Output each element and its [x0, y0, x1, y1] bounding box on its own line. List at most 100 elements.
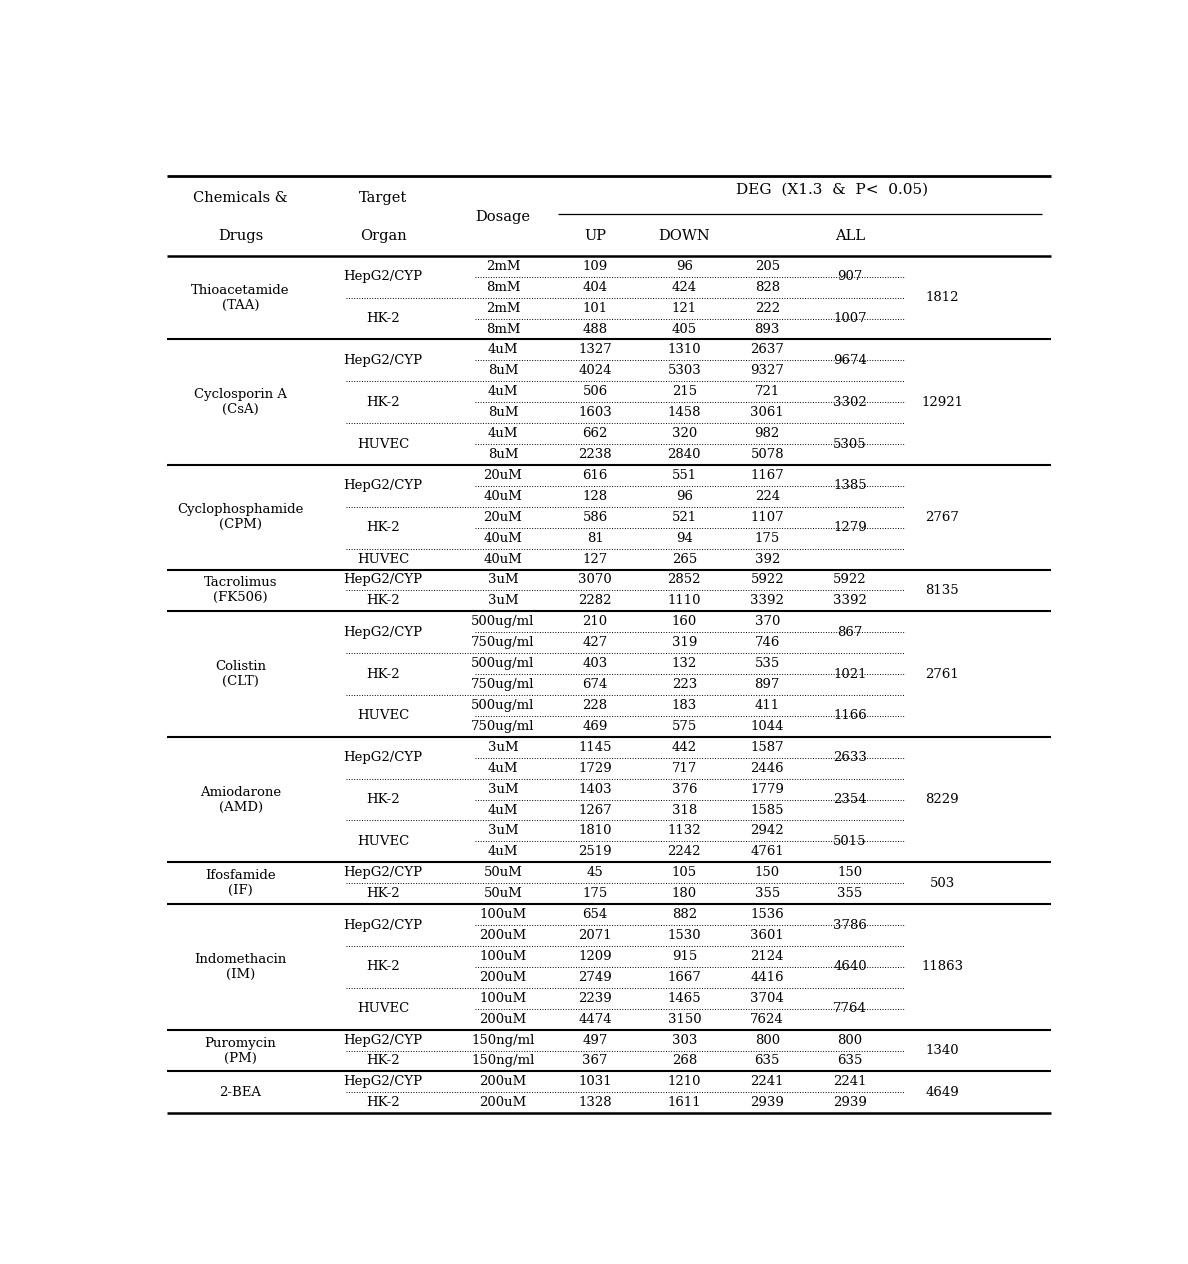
Text: HepG2/CYP: HepG2/CYP — [343, 751, 423, 765]
Text: 8mM: 8mM — [486, 281, 520, 293]
Text: 2942: 2942 — [751, 824, 784, 838]
Text: 1603: 1603 — [579, 406, 612, 420]
Text: 96: 96 — [676, 260, 693, 273]
Text: 1267: 1267 — [579, 804, 612, 817]
Text: 469: 469 — [582, 720, 608, 733]
Text: 1340: 1340 — [925, 1044, 959, 1057]
Text: 210: 210 — [582, 616, 607, 628]
Text: 8135: 8135 — [925, 584, 959, 597]
Text: 1385: 1385 — [833, 479, 867, 493]
Text: 424: 424 — [671, 281, 697, 293]
Text: HK-2: HK-2 — [366, 312, 400, 325]
Text: 3uM: 3uM — [487, 574, 518, 586]
Text: 160: 160 — [671, 616, 697, 628]
Text: 1587: 1587 — [751, 741, 784, 753]
Text: 9327: 9327 — [751, 364, 784, 378]
Text: 500ug/ml: 500ug/ml — [472, 657, 535, 670]
Text: 20uM: 20uM — [484, 511, 523, 523]
Text: 1585: 1585 — [751, 804, 784, 817]
Text: Indomethacin
(IM): Indomethacin (IM) — [195, 953, 286, 981]
Text: 915: 915 — [671, 951, 697, 963]
Text: 100uM: 100uM — [479, 951, 526, 963]
Text: 662: 662 — [582, 427, 608, 440]
Text: 4761: 4761 — [751, 846, 784, 858]
Text: 1021: 1021 — [833, 667, 867, 680]
Text: 1465: 1465 — [668, 992, 701, 1005]
Text: 5078: 5078 — [751, 447, 784, 461]
Text: 2939: 2939 — [751, 1096, 784, 1110]
Text: 2761: 2761 — [925, 667, 959, 680]
Text: 3uM: 3uM — [487, 594, 518, 608]
Text: 4uM: 4uM — [488, 846, 518, 858]
Text: 1007: 1007 — [833, 312, 867, 325]
Text: 404: 404 — [582, 281, 607, 293]
Text: HK-2: HK-2 — [366, 594, 400, 608]
Text: 200uM: 200uM — [479, 1096, 526, 1110]
Text: 3601: 3601 — [751, 929, 784, 942]
Text: 4649: 4649 — [925, 1086, 959, 1098]
Text: 750ug/ml: 750ug/ml — [472, 678, 535, 691]
Text: HK-2: HK-2 — [366, 396, 400, 408]
Text: 2241: 2241 — [833, 1076, 867, 1088]
Text: 635: 635 — [754, 1054, 779, 1068]
Text: 355: 355 — [754, 887, 779, 900]
Text: 223: 223 — [671, 678, 697, 691]
Text: HepG2/CYP: HepG2/CYP — [343, 574, 423, 586]
Text: 1611: 1611 — [668, 1096, 701, 1110]
Text: 2852: 2852 — [668, 574, 701, 586]
Text: 2mM: 2mM — [486, 260, 520, 273]
Text: 2238: 2238 — [579, 447, 612, 461]
Text: 11863: 11863 — [921, 961, 963, 973]
Text: 205: 205 — [754, 260, 779, 273]
Text: 4uM: 4uM — [488, 344, 518, 356]
Text: Target: Target — [359, 191, 407, 205]
Text: HepG2/CYP: HepG2/CYP — [343, 479, 423, 493]
Text: Colistin
(CLT): Colistin (CLT) — [215, 660, 266, 688]
Text: 674: 674 — [582, 678, 608, 691]
Text: Amiodarone
(AMD): Amiodarone (AMD) — [200, 785, 282, 814]
Text: 318: 318 — [671, 804, 697, 817]
Text: 105: 105 — [671, 866, 697, 880]
Text: 50uM: 50uM — [484, 866, 523, 880]
Text: 2939: 2939 — [833, 1096, 867, 1110]
Text: 882: 882 — [671, 908, 697, 921]
Text: 4uM: 4uM — [488, 427, 518, 440]
Text: 616: 616 — [582, 469, 608, 482]
Text: 1044: 1044 — [751, 720, 784, 733]
Text: 81: 81 — [587, 532, 604, 545]
Text: HUVEC: HUVEC — [358, 552, 410, 565]
Text: 1536: 1536 — [751, 908, 784, 921]
Text: HepG2/CYP: HepG2/CYP — [343, 1076, 423, 1088]
Text: 392: 392 — [754, 552, 779, 565]
Text: 5015: 5015 — [833, 836, 867, 848]
Text: 100uM: 100uM — [479, 992, 526, 1005]
Text: 2633: 2633 — [833, 751, 867, 765]
Text: 1210: 1210 — [668, 1076, 701, 1088]
Text: Dosage: Dosage — [475, 210, 531, 224]
Text: 101: 101 — [582, 302, 607, 315]
Text: 1310: 1310 — [668, 344, 701, 356]
Text: 575: 575 — [671, 720, 697, 733]
Text: 2749: 2749 — [579, 971, 612, 983]
Text: 746: 746 — [754, 636, 779, 650]
Text: 3704: 3704 — [751, 992, 784, 1005]
Text: 4uM: 4uM — [488, 386, 518, 398]
Text: 2767: 2767 — [925, 511, 959, 523]
Text: 150: 150 — [754, 866, 779, 880]
Text: 7624: 7624 — [751, 1012, 784, 1025]
Text: 215: 215 — [671, 386, 697, 398]
Text: 586: 586 — [582, 511, 608, 523]
Text: 2519: 2519 — [579, 846, 612, 858]
Text: HUVEC: HUVEC — [358, 836, 410, 848]
Text: HK-2: HK-2 — [366, 1096, 400, 1110]
Text: 717: 717 — [671, 762, 697, 775]
Text: 893: 893 — [754, 322, 779, 335]
Text: 3302: 3302 — [833, 396, 867, 408]
Text: 265: 265 — [671, 552, 697, 565]
Text: Tacrolimus
(FK506): Tacrolimus (FK506) — [204, 576, 277, 604]
Text: 500ug/ml: 500ug/ml — [472, 699, 535, 712]
Text: 40uM: 40uM — [484, 490, 523, 503]
Text: Thioacetamide
(TAA): Thioacetamide (TAA) — [191, 283, 290, 312]
Text: 497: 497 — [582, 1034, 608, 1047]
Text: 654: 654 — [582, 908, 608, 921]
